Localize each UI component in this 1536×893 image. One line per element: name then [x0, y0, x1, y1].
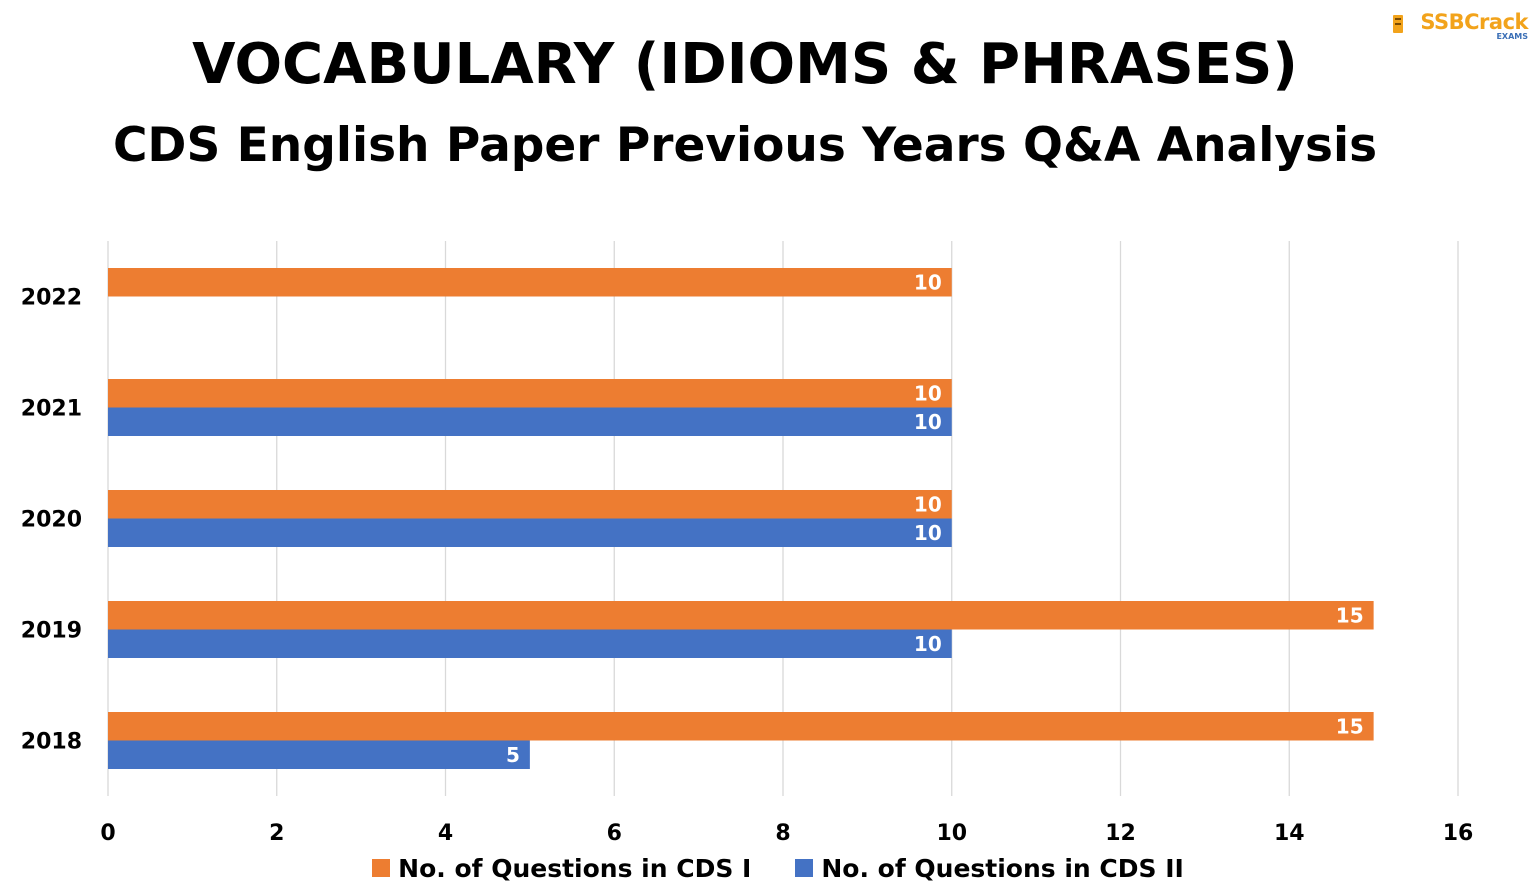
- bar-cds1-2019: [108, 601, 1374, 630]
- legend-label-cds2: No. of Questions in CDS II: [821, 853, 1184, 883]
- y-category-label: 2020: [21, 508, 82, 533]
- x-tick-label: 0: [100, 821, 115, 846]
- bar-cds2-2021: [108, 407, 952, 436]
- x-tick-label: 4: [438, 821, 453, 846]
- legend-swatch-cds2: [795, 859, 814, 877]
- x-tick-label: 14: [1274, 821, 1305, 846]
- data-label: 10: [914, 492, 942, 516]
- bars-layer: [108, 268, 1374, 769]
- y-category-label: 2018: [21, 730, 82, 755]
- data-label: 5: [506, 743, 520, 767]
- legend: No. of Questions in CDS I No. of Questio…: [0, 851, 1536, 885]
- data-label: 10: [914, 270, 942, 294]
- x-tick-label: 6: [607, 821, 622, 846]
- x-tick-label: 2: [269, 821, 284, 846]
- data-label: 15: [1336, 603, 1364, 627]
- x-tick-label: 10: [936, 821, 967, 846]
- brand-sub: EXAMS: [1496, 32, 1528, 41]
- bar-cds2-2018: [108, 740, 530, 769]
- labels-layer: 10 10 10 10 10 15 10 15 5: [506, 270, 1364, 767]
- y-category-label: 2022: [21, 286, 82, 311]
- data-label: 15: [1336, 714, 1364, 738]
- y-category-label: 2019: [21, 619, 82, 644]
- data-label: 10: [914, 632, 942, 656]
- chart-title: VOCABULARY (IDIOMS & PHRASES): [192, 32, 1298, 97]
- data-label: 10: [914, 521, 942, 545]
- bar-cds1-2022: [108, 268, 952, 297]
- book-icon: [1393, 15, 1403, 33]
- bar-cds2-2019: [108, 629, 952, 658]
- legend-item-cds2: No. of Questions in CDS II: [795, 854, 1184, 883]
- brand-logo: SSBCrack EXAMS: [1378, 10, 1528, 44]
- x-tick-label: 8: [775, 821, 790, 846]
- x-tick-label: 16: [1443, 821, 1474, 846]
- data-label: 10: [914, 410, 942, 434]
- brand-name: SSBCrack: [1420, 10, 1528, 34]
- chart-subtitle: CDS English Paper Previous Years Q&A Ana…: [112, 118, 1378, 173]
- legend-swatch-cds1: [372, 859, 391, 877]
- legend-label-cds1: No. of Questions in CDS I: [398, 853, 752, 883]
- bar-cds2-2020: [108, 518, 952, 547]
- bar-cds1-2018: [108, 712, 1374, 741]
- axis-layer: 0 2 4 6 8 10 12 14 16 2022 2021 2020 2019 2018: [21, 286, 1474, 847]
- bar-cds1-2021: [108, 379, 952, 408]
- x-tick-label: 12: [1105, 821, 1136, 846]
- bar-cds1-2020: [108, 490, 952, 519]
- data-label: 10: [914, 381, 942, 405]
- y-category-label: 2021: [21, 397, 82, 422]
- legend-item-cds1: No. of Questions in CDS I: [372, 854, 751, 883]
